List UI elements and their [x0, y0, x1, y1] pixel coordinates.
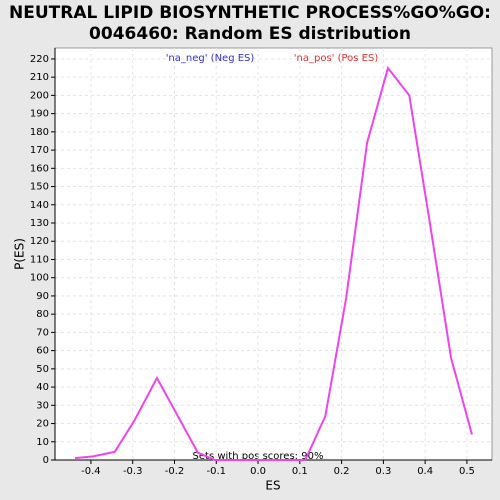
- y-tick-label: 220: [30, 54, 49, 65]
- x-tick-label: 0.4: [417, 466, 433, 477]
- chart-title: NEUTRAL LIPID BIOSYNTHETIC PROCESS%GO%GO…: [9, 3, 491, 23]
- x-tick-label: 0.1: [292, 466, 308, 477]
- x-tick-label: 0.5: [459, 466, 475, 477]
- x-tick-label: -0.4: [81, 466, 101, 477]
- y-tick-label: 10: [36, 437, 49, 448]
- x-tick-label: -0.1: [207, 466, 227, 477]
- y-tick-label: 200: [30, 90, 49, 101]
- y-tick-label: 180: [30, 127, 49, 138]
- y-tick-label: 80: [36, 309, 49, 320]
- y-tick-label: 130: [30, 218, 49, 229]
- y-tick-label: 0: [43, 455, 49, 466]
- y-tick-label: 20: [36, 419, 49, 430]
- x-tick-label: 0.0: [250, 466, 266, 477]
- y-tick-label: 50: [36, 364, 49, 375]
- y-tick-label: 170: [30, 145, 49, 156]
- y-tick-label: 60: [36, 346, 49, 357]
- y-tick-label: 40: [36, 382, 49, 393]
- y-axis-label: P(ES): [13, 238, 27, 270]
- x-tick-label: 0.2: [334, 466, 350, 477]
- y-tick-label: 140: [30, 200, 49, 211]
- y-tick-label: 120: [30, 236, 49, 247]
- y-tick-label: 210: [30, 72, 49, 83]
- legend-label: 'na_neg' (Neg ES): [166, 53, 255, 64]
- x-tick-label: -0.3: [123, 466, 143, 477]
- data-line: [74, 65, 473, 461]
- x-tick-label: -0.2: [165, 466, 185, 477]
- y-tick-label: 160: [30, 163, 49, 174]
- plot-area: [54, 47, 493, 461]
- x-tick-label: 0.3: [375, 466, 391, 477]
- y-tick-label: 150: [30, 182, 49, 193]
- y-tick-label: 90: [36, 291, 49, 302]
- chart-title: 0046460: Random ES distribution: [89, 24, 411, 44]
- y-tick-label: 100: [30, 273, 49, 284]
- x-axis-label: ES: [265, 479, 280, 493]
- y-tick-label: 110: [30, 254, 49, 265]
- y-tick-label: 30: [36, 400, 49, 411]
- y-tick-label: 70: [36, 327, 49, 338]
- y-tick-label: 190: [30, 109, 49, 120]
- legend-label: 'na_pos' (Pos ES): [294, 53, 379, 64]
